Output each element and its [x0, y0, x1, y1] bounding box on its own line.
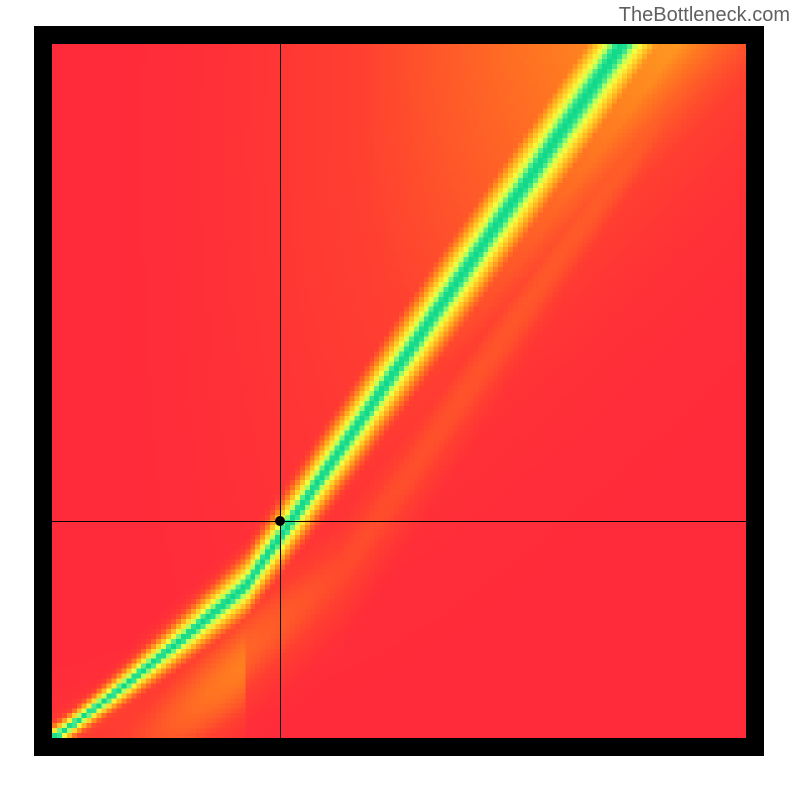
marker-dot: [275, 516, 285, 526]
figure-container: TheBottleneck.com: [0, 0, 800, 800]
crosshair-vertical: [280, 44, 281, 738]
heatmap-canvas: [52, 44, 746, 738]
crosshair-horizontal: [52, 521, 746, 522]
attribution-label: TheBottleneck.com: [619, 4, 790, 27]
